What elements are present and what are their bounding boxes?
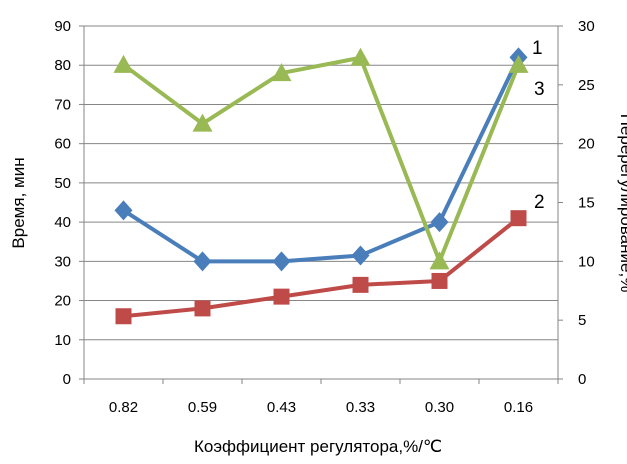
y-tick-label: 30 xyxy=(54,253,71,270)
y-tick-label: 60 xyxy=(54,136,71,153)
y2-tick-label: 25 xyxy=(578,77,595,94)
triangle-marker xyxy=(271,63,292,82)
diamond-marker xyxy=(114,200,133,221)
y-tick-label: 90 xyxy=(54,18,71,35)
triangle-marker xyxy=(429,251,450,270)
labels-layer: 0 10 20 30 40 50 60 70 80 90 0 5 10 15 20 25 30 0.82 0.59 0… xyxy=(54,18,594,416)
y2-tick-label: 30 xyxy=(578,18,595,35)
diamond-marker xyxy=(193,251,212,272)
x-tick-label: 0.16 xyxy=(504,399,533,416)
y-axis-title: Время, мин xyxy=(9,157,28,248)
y-tick-label: 20 xyxy=(54,293,71,310)
y-tick-label: 40 xyxy=(54,214,71,231)
y-tick-label: 80 xyxy=(54,57,71,74)
square-marker xyxy=(431,272,448,289)
triangle-marker xyxy=(192,113,213,132)
x-tick-label: 0.82 xyxy=(109,399,138,416)
y-tick-label: 0 xyxy=(63,371,71,388)
series-label-2: 2 xyxy=(534,192,545,213)
y2-tick-label: 15 xyxy=(578,195,595,212)
x-tick-label: 0.30 xyxy=(425,399,454,416)
square-marker xyxy=(115,308,132,325)
y2-tick-label: 20 xyxy=(578,136,595,153)
x-tick-label: 0.59 xyxy=(188,399,217,416)
axes xyxy=(79,25,563,384)
series-layer xyxy=(113,47,529,325)
y2-axis-title: Перерегулирование,% xyxy=(617,114,627,293)
series-label-3: 3 xyxy=(534,79,545,100)
x-tick-label: 0.33 xyxy=(346,399,375,416)
square-marker xyxy=(194,300,211,317)
triangle-marker xyxy=(350,47,371,66)
square-marker xyxy=(352,276,369,293)
triangle-marker xyxy=(113,54,134,73)
y-tick-label: 50 xyxy=(54,175,71,192)
square-marker xyxy=(510,210,527,227)
diamond-marker xyxy=(430,212,449,233)
y-tick-label: 10 xyxy=(54,332,71,349)
y-tick-label: 70 xyxy=(54,96,71,113)
triangle-marker xyxy=(508,54,529,73)
gridlines xyxy=(84,25,558,341)
diamond-marker xyxy=(351,245,370,266)
y2-tick-label: 10 xyxy=(578,253,595,270)
x-axis-title: Коэффициент регулятора,%/℃ xyxy=(194,437,442,456)
series-label-1: 1 xyxy=(532,38,543,59)
series-line-2 xyxy=(123,216,520,319)
x-tick-label: 0.43 xyxy=(267,399,296,416)
y2-tick-label: 0 xyxy=(578,371,586,388)
y2-tick-label: 5 xyxy=(578,312,586,329)
series-line-1 xyxy=(122,56,521,264)
series-line-3 xyxy=(122,55,521,264)
square-marker xyxy=(273,288,290,305)
diamond-marker xyxy=(272,251,291,272)
